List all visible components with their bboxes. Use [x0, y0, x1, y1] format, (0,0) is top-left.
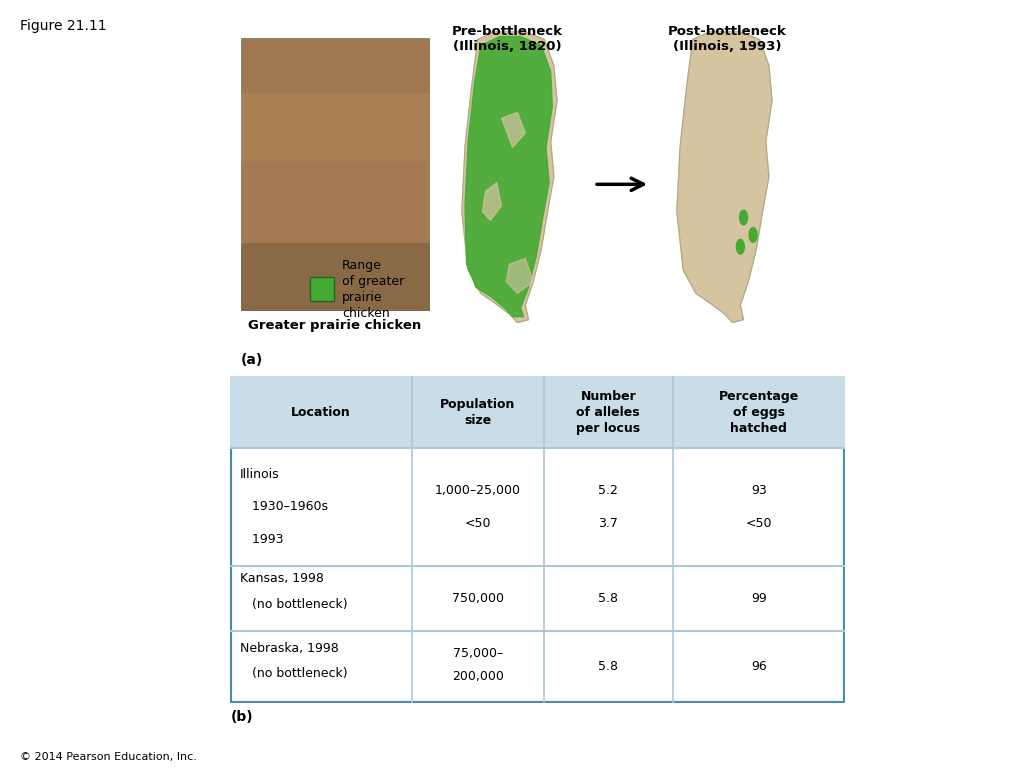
Polygon shape — [506, 258, 534, 293]
Text: 3.7: 3.7 — [598, 517, 618, 530]
Text: 750,000: 750,000 — [452, 592, 504, 604]
Circle shape — [736, 240, 744, 254]
Text: Figure 21.11: Figure 21.11 — [20, 19, 108, 33]
Bar — [241, 243, 430, 311]
Text: © 2014 Pearson Education, Inc.: © 2014 Pearson Education, Inc. — [20, 752, 198, 762]
Text: 5.2: 5.2 — [598, 484, 618, 497]
Text: Post-bottleneck
(Illinois, 1993): Post-bottleneck (Illinois, 1993) — [668, 25, 786, 52]
Text: Illinois: Illinois — [240, 468, 280, 481]
Text: 5.8: 5.8 — [598, 592, 618, 604]
Text: (a): (a) — [241, 353, 263, 367]
Text: (no bottleneck): (no bottleneck) — [240, 598, 347, 611]
Bar — [241, 93, 430, 161]
Text: Population
size: Population size — [440, 398, 515, 427]
Text: 200,000: 200,000 — [452, 670, 504, 683]
Text: Nebraska, 1998: Nebraska, 1998 — [240, 642, 338, 655]
Bar — [230, 376, 845, 449]
Circle shape — [750, 227, 757, 243]
Text: Greater prairie chicken: Greater prairie chicken — [248, 319, 422, 332]
Text: Range
of greater
prairie
chicken: Range of greater prairie chicken — [342, 259, 404, 319]
Text: Pre-bottleneck
(Illinois, 1820): Pre-bottleneck (Illinois, 1820) — [452, 25, 562, 52]
Polygon shape — [465, 37, 552, 316]
Text: (b): (b) — [230, 710, 253, 724]
Text: 99: 99 — [751, 592, 767, 604]
Text: 1930–1960s: 1930–1960s — [240, 501, 328, 513]
Circle shape — [739, 210, 748, 225]
Bar — [310, 277, 334, 301]
Text: 1,000–25,000: 1,000–25,000 — [435, 484, 520, 497]
Text: 93: 93 — [751, 484, 767, 497]
Polygon shape — [482, 183, 502, 220]
Text: 1993: 1993 — [240, 533, 283, 546]
Text: Number
of alleles
per locus: Number of alleles per locus — [577, 389, 640, 435]
Polygon shape — [677, 31, 772, 323]
Text: Percentage
of eggs
hatched: Percentage of eggs hatched — [719, 389, 799, 435]
Bar — [241, 161, 430, 243]
Text: <50: <50 — [465, 517, 490, 530]
Text: <50: <50 — [745, 517, 772, 530]
Polygon shape — [462, 31, 557, 323]
Text: 5.8: 5.8 — [598, 660, 618, 674]
Text: 75,000–: 75,000– — [453, 647, 503, 660]
Text: Location: Location — [291, 406, 351, 419]
Polygon shape — [502, 112, 525, 147]
FancyBboxPatch shape — [230, 376, 845, 703]
Text: (no bottleneck): (no bottleneck) — [240, 667, 347, 680]
Text: 96: 96 — [751, 660, 767, 674]
Text: Kansas, 1998: Kansas, 1998 — [240, 572, 324, 585]
